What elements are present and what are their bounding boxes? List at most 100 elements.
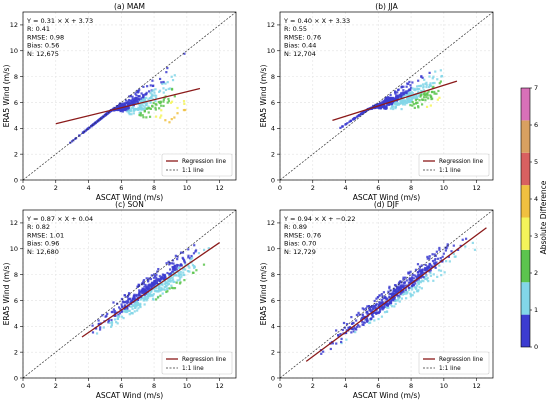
scatter-point — [118, 312, 121, 315]
scatter-point — [423, 93, 426, 97]
scatter-point — [411, 285, 414, 288]
scatter-point — [377, 317, 380, 321]
scatter-point — [141, 107, 144, 111]
legend-label-regression: Regression line — [439, 159, 483, 165]
scatter-point — [419, 85, 422, 88]
scatter-point — [120, 303, 123, 306]
scatter-point — [145, 93, 148, 96]
y-tick-label: 10 — [267, 47, 275, 55]
scatter-point — [143, 303, 146, 306]
y-tick-label: 10 — [10, 245, 18, 253]
scatter-point — [166, 101, 169, 104]
scatter-point — [398, 95, 401, 98]
scatter-point — [383, 311, 387, 314]
scatter-point — [429, 271, 432, 275]
scatter-point — [394, 302, 397, 306]
x-tick-label: 12 — [472, 184, 480, 192]
scatter-point — [365, 319, 369, 323]
stats-line: RMSE: 0.76 — [284, 231, 321, 239]
scatter-point — [131, 100, 134, 103]
y-tick-label: 2 — [14, 150, 18, 158]
y-tick-label: 4 — [14, 125, 18, 133]
legend-label-one-to-one: 1:1 line — [182, 366, 204, 372]
scatter-point — [418, 270, 421, 273]
scatter-point — [433, 81, 436, 85]
scatter-point — [140, 97, 143, 100]
scatter-point — [429, 84, 432, 87]
y-tick-label: 8 — [14, 271, 18, 279]
scatter-point — [113, 309, 116, 313]
scatter-point — [157, 288, 161, 291]
scatter-point — [128, 293, 131, 296]
scatter-point — [142, 116, 145, 119]
scatter-point — [397, 103, 401, 106]
scatter-point — [373, 299, 376, 303]
y-tick-label: 6 — [271, 99, 275, 107]
scatter-point — [145, 295, 148, 298]
scatter-point — [142, 94, 145, 97]
scatter-point — [396, 94, 399, 97]
scatter-point — [380, 293, 383, 296]
legend-box — [161, 153, 233, 177]
scatter-point — [167, 282, 171, 286]
scatter-point — [145, 116, 148, 119]
scatter-point — [411, 294, 414, 297]
scatter-point — [364, 318, 367, 321]
scatter-point — [142, 104, 145, 107]
legend: Regression line 1:1 line — [418, 153, 490, 177]
scatter-point — [139, 305, 142, 309]
scatter-point — [131, 304, 135, 307]
y-tick-label: 10 — [267, 245, 275, 253]
scatter-point — [139, 298, 142, 301]
scatter-point — [407, 89, 410, 92]
scatter-point — [183, 102, 186, 105]
x-tick-label: 2 — [311, 184, 315, 192]
scatter-point — [411, 283, 414, 286]
scatter-point — [109, 325, 113, 328]
scatter-point — [445, 260, 448, 263]
scatter-point — [164, 276, 167, 279]
scatter-point — [425, 96, 428, 99]
scatter-point — [138, 113, 141, 117]
scatter-point — [135, 91, 138, 94]
scatter-point — [320, 352, 323, 355]
scatter-point — [393, 289, 396, 292]
scatter-point — [383, 296, 386, 299]
scatter-point — [170, 117, 173, 121]
stats-line: R: 0.89 — [284, 223, 307, 231]
scatter-point — [397, 88, 400, 91]
scatter-point — [119, 107, 122, 110]
stats-line: Bias: 0.96 — [27, 240, 59, 248]
scatter-point — [353, 117, 356, 120]
scatter-point — [150, 284, 153, 287]
scatter-point — [402, 286, 405, 289]
scatter-point — [137, 106, 140, 109]
scatter-point — [182, 100, 186, 103]
scatter-point — [384, 96, 387, 100]
scatter-point — [128, 113, 131, 116]
scatter-point — [431, 253, 434, 256]
scatter-point — [394, 290, 397, 293]
scatter-point — [409, 279, 412, 283]
scatter-point — [381, 295, 384, 298]
scatter-point — [404, 276, 407, 279]
scatter-point — [139, 99, 143, 102]
scatter-point — [150, 290, 153, 293]
scatter-point — [145, 107, 148, 110]
colorbar-tick-label: 3 — [534, 232, 538, 240]
scatter-point — [428, 257, 431, 260]
scatter-point — [438, 248, 441, 251]
scatter-point — [179, 263, 183, 266]
scatter-point — [164, 119, 167, 122]
scatter-point — [133, 297, 136, 300]
scatter-point — [410, 98, 414, 101]
scatter-point — [138, 88, 141, 91]
scatter-point — [362, 321, 365, 324]
scatter-point — [366, 305, 369, 308]
scatter-point — [380, 303, 383, 306]
scatter-point — [400, 96, 403, 99]
scatter-point — [119, 106, 122, 109]
stats-line: N: 12,729 — [284, 248, 316, 256]
scatter-point — [398, 102, 402, 105]
scatter-point — [141, 287, 145, 291]
